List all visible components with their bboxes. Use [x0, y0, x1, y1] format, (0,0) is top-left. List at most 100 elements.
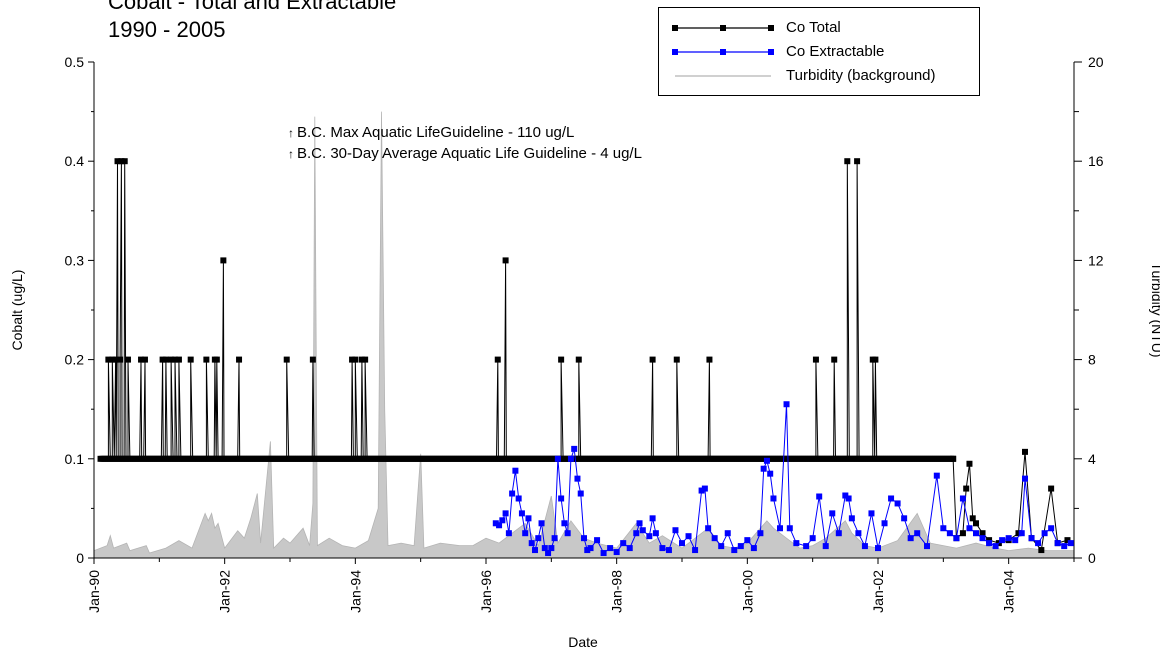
co-total-point	[831, 356, 838, 363]
co-extractable-point	[1005, 535, 1012, 542]
co-extractable-point	[1012, 537, 1019, 544]
y-left-tick-label: 0.4	[65, 153, 85, 169]
co-total-point	[1048, 485, 1055, 492]
co-extractable-point	[835, 530, 842, 537]
y-left-tick-label: 0.5	[65, 54, 85, 70]
co-extractable-point	[584, 547, 591, 554]
legend-item-co-extractable: Co Extractable	[659, 42, 979, 62]
y-right-tick-label: 4	[1088, 451, 1096, 467]
co-extractable-point	[1028, 535, 1035, 542]
co-extractable-point	[809, 535, 816, 542]
co-extractable-point	[502, 510, 509, 517]
co-total-point	[121, 158, 128, 165]
co-total-point	[138, 356, 145, 363]
co-total-point	[673, 356, 680, 363]
co-extractable-point	[561, 520, 568, 527]
co-total-point	[558, 356, 565, 363]
annotation-avg-text: B.C. 30-Day Average Aquatic Life Guideli…	[297, 145, 642, 162]
co-extractable-point	[757, 530, 764, 537]
co-extractable-point	[803, 543, 810, 550]
co-extractable-point	[672, 527, 679, 534]
co-extractable-point	[992, 543, 999, 550]
co-extractable-point	[600, 550, 607, 557]
co-extractable-point	[567, 455, 574, 462]
co-extractable-point	[535, 535, 542, 542]
co-extractable-point	[685, 533, 692, 540]
co-extractable-point	[620, 540, 627, 547]
co-extractable-point	[718, 543, 725, 550]
legend-label-co-total: Co Total	[786, 19, 841, 36]
co-extractable-point	[496, 522, 503, 529]
y-left-tick-label: 0	[76, 550, 84, 566]
co-total-point	[1022, 448, 1028, 455]
co-total-point	[112, 356, 119, 363]
co-extractable-point	[564, 530, 571, 537]
x-tick-label: Jan-04	[1001, 570, 1017, 613]
co-extractable-point	[626, 545, 633, 552]
co-extractable-point	[1035, 540, 1042, 547]
co-extractable-point	[574, 475, 581, 482]
co-total-point	[309, 356, 316, 363]
co-extractable-point	[848, 515, 855, 522]
x-axis-label: Date	[568, 634, 598, 650]
co-total-point	[213, 356, 220, 363]
x-tick-label: Jan-00	[739, 570, 755, 613]
co-extractable-point	[522, 530, 529, 537]
co-extractable-point	[532, 547, 538, 554]
y-right-axis-label: Turbidity (NTU)	[1149, 262, 1160, 357]
co-extractable-point	[842, 492, 849, 499]
co-total-point	[872, 356, 879, 363]
chart-subtitle: 1990 - 2005	[108, 17, 226, 42]
co-extractable-point	[554, 455, 561, 462]
co-total-point	[1038, 547, 1045, 554]
co-extractable-point	[845, 495, 852, 502]
legend-item-turbidity: Turbidity (background)	[659, 66, 979, 86]
co-total-point	[187, 356, 194, 363]
co-extractable-point	[966, 525, 973, 532]
annotation-max-text: B.C. Max Aquatic LifeGuideline - 110 ug/…	[297, 124, 575, 141]
annotation-avg-guideline: ↑ B.C. 30-Day Average Aquatic Life Guidel…	[288, 145, 642, 162]
co-total-point	[109, 356, 116, 363]
annotation-max-guideline: ↑ B.C. Max Aquatic LifeGuideline - 110 ug…	[288, 124, 574, 141]
co-extractable-point	[940, 525, 947, 532]
legend-swatch-co-total	[672, 25, 774, 31]
legend-label-co-extractable: Co Extractable	[786, 43, 885, 60]
co-total-point	[114, 158, 121, 165]
co-total-point	[141, 356, 148, 363]
co-total-point	[105, 356, 112, 363]
co-extractable-point	[973, 530, 979, 537]
co-extractable-point	[1054, 540, 1061, 547]
co-extractable-point	[515, 495, 522, 502]
co-total-point	[969, 515, 976, 522]
co-extractable-point	[855, 530, 862, 537]
co-extractable-point	[933, 472, 940, 479]
co-extractable-point	[999, 537, 1006, 544]
legend-label-turbidity: Turbidity (background)	[786, 67, 936, 84]
co-extractable-point	[822, 543, 829, 550]
co-extractable-point	[545, 550, 552, 557]
co-total-point	[844, 158, 851, 165]
co-extractable-point	[1061, 543, 1068, 550]
co-total-point	[203, 356, 210, 363]
x-tick-label: Jan-02	[870, 570, 886, 613]
co-total-point	[172, 356, 179, 363]
co-extractable-point	[770, 495, 777, 502]
y-left-tick-label: 0.2	[65, 352, 85, 368]
arrow-up-icon: ↑	[288, 147, 294, 161]
co-extractable-point	[518, 510, 525, 517]
co-extractable-point	[679, 540, 685, 547]
co-total-point	[1064, 537, 1071, 544]
co-extractable-point	[607, 545, 614, 552]
co-extractable-point	[587, 545, 594, 552]
co-extractable-point	[571, 445, 578, 452]
co-total-point	[575, 356, 582, 363]
co-extractable-point	[581, 535, 587, 542]
co-extractable-point	[744, 537, 751, 544]
y-right-tick-label: 20	[1088, 54, 1104, 70]
chart-title: Cobalt - Total and Extractable	[108, 0, 397, 14]
co-extractable-point	[750, 545, 757, 552]
co-total-point	[118, 158, 125, 165]
co-extractable-point	[701, 485, 708, 492]
co-extractable-point	[894, 500, 901, 507]
co-total-point	[494, 356, 501, 363]
